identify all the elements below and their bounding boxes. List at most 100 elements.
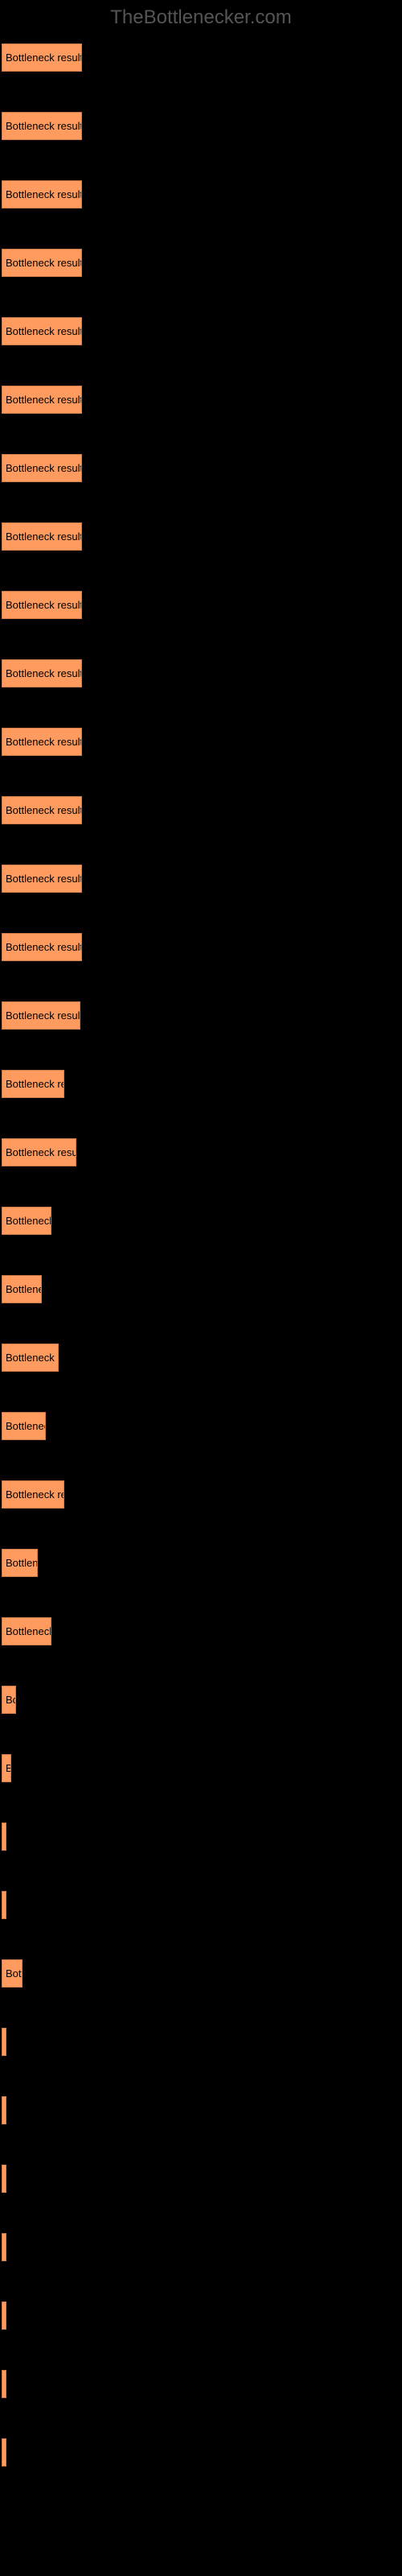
bar-label: Bott	[6, 1967, 23, 1979]
bar-row: Bottleneck result	[2, 454, 400, 482]
bar-row: Bottleneck result	[2, 522, 400, 551]
bar-row: Bottleneck	[2, 1617, 400, 1645]
chart-bar: Bottleneck result	[2, 796, 82, 824]
chart-bar: Bottleneck result	[2, 1001, 80, 1030]
bar-label: Bottleneck result	[6, 257, 82, 269]
bar-row: Bottleneck r	[2, 1344, 400, 1372]
bar-row: Bottlenec	[2, 1412, 400, 1440]
bar-row: Bott	[2, 1959, 400, 1988]
bar-row	[2, 2165, 400, 2193]
bar-row: B	[2, 1754, 400, 1782]
chart-bar	[2, 2370, 6, 2398]
chart-bar: Bottleneck result	[2, 522, 82, 551]
bar-row: Bottleneck re	[2, 1480, 400, 1509]
bar-row	[2, 2028, 400, 2056]
chart-bar	[2, 2233, 6, 2261]
bar-label: Bottleneck result	[6, 667, 82, 679]
bar-label: Bottleneck re	[6, 1488, 64, 1501]
chart-bar: Bottleneck re	[2, 1480, 64, 1509]
bar-row	[2, 1891, 400, 1919]
bar-label: B	[6, 1762, 11, 1774]
bar-row: Bottleneck	[2, 1207, 400, 1235]
bar-label: Bottleneck result	[6, 188, 82, 200]
bar-row: Bottleneck result	[2, 591, 400, 619]
chart-bar: Bottleneck result	[2, 659, 82, 687]
bar-row: Bottleneck result	[2, 1001, 400, 1030]
bar-label: Bottleneck result	[6, 873, 82, 885]
chart-bar: Bottleneck result	[2, 43, 82, 72]
bar-label: Bottleneck result	[6, 599, 82, 611]
bar-label: Bottleneck result	[6, 804, 82, 816]
chart-bar: Bottleneck result	[2, 933, 82, 961]
chart-bar	[2, 2028, 6, 2056]
bar-label: Bottleneck result	[6, 394, 82, 406]
chart-bar	[2, 2165, 6, 2193]
chart-bar: Bottleneck	[2, 1617, 51, 1645]
chart-bar: Bottleneck result	[2, 386, 82, 414]
bar-row: Bottleneck result	[2, 112, 400, 140]
bar-label: Bottleneck result	[6, 52, 82, 64]
bar-row: Bottlene	[2, 1275, 400, 1303]
chart-bar: Bottleneck result	[2, 180, 82, 208]
chart-bar: Bottlen	[2, 1549, 38, 1577]
site-title: TheBottlenecker.com	[110, 6, 291, 28]
chart-bar: Bottleneck result	[2, 112, 82, 140]
bar-row: Bo	[2, 1686, 400, 1714]
chart-bar: Bottleneck re	[2, 1070, 64, 1098]
bar-row: Bottleneck result	[2, 933, 400, 961]
bar-row	[2, 2438, 400, 2467]
bar-row: Bottleneck result	[2, 43, 400, 72]
header: TheBottlenecker.com	[0, 0, 402, 35]
bar-row	[2, 1823, 400, 1851]
bar-label: Bottleneck result	[6, 1009, 80, 1022]
bar-label: Bottleneck result	[6, 736, 82, 748]
bar-row: Bottleneck result	[2, 659, 400, 687]
bar-label: Bottleneck result	[6, 530, 82, 543]
bar-row: Bottleneck result	[2, 728, 400, 756]
bar-label: Bottlenec	[6, 1420, 46, 1432]
chart-bar: Bottleneck	[2, 1207, 51, 1235]
bar-row: Bottlen	[2, 1549, 400, 1577]
bar-label: Bottleneck resul	[6, 1146, 76, 1158]
chart-bar: Bottleneck result	[2, 591, 82, 619]
chart-bar: Bottleneck result	[2, 865, 82, 893]
chart-bar	[2, 2438, 6, 2467]
bar-row: Bottleneck result	[2, 317, 400, 345]
bar-label: Bottleneck	[6, 1215, 51, 1227]
bar-label: Bottleneck result	[6, 941, 82, 953]
bar-label: Bo	[6, 1694, 16, 1706]
bar-row	[2, 2233, 400, 2261]
chart-bar	[2, 1823, 6, 1851]
chart-bar: Bottleneck result	[2, 317, 82, 345]
chart-bar: Bottlenec	[2, 1412, 46, 1440]
bar-row: Bottleneck result	[2, 865, 400, 893]
chart-bar: Bottleneck r	[2, 1344, 59, 1372]
bar-label: Bottleneck result	[6, 325, 82, 337]
chart-bar: Bottlene	[2, 1275, 42, 1303]
bar-label: Bottleneck result	[6, 120, 82, 132]
bar-row	[2, 2096, 400, 2124]
bar-row	[2, 2301, 400, 2330]
chart-bar: Bo	[2, 1686, 16, 1714]
bar-label: Bottlene	[6, 1283, 42, 1295]
bar-row: Bottleneck result	[2, 796, 400, 824]
chart-bar: Bottleneck result	[2, 454, 82, 482]
chart-bar: B	[2, 1754, 11, 1782]
bar-row: Bottleneck result	[2, 386, 400, 414]
bar-row: Bottleneck result	[2, 180, 400, 208]
bar-label: Bottleneck	[6, 1625, 51, 1637]
chart-bar	[2, 1891, 6, 1919]
bar-label: Bottleneck r	[6, 1352, 59, 1364]
chart-bar: Bottleneck resul	[2, 1138, 76, 1166]
bar-label: Bottleneck result	[6, 462, 82, 474]
bar-row: Bottleneck resul	[2, 1138, 400, 1166]
chart-bar	[2, 2301, 6, 2330]
chart-bar: Bottleneck result	[2, 249, 82, 277]
chart-bar	[2, 2096, 6, 2124]
chart-bar: Bottleneck result	[2, 728, 82, 756]
bar-row: Bottleneck re	[2, 1070, 400, 1098]
chart-bar: Bott	[2, 1959, 23, 1988]
bar-row	[2, 2370, 400, 2398]
bar-label: Bottlen	[6, 1557, 38, 1569]
bar-row: Bottleneck result	[2, 249, 400, 277]
